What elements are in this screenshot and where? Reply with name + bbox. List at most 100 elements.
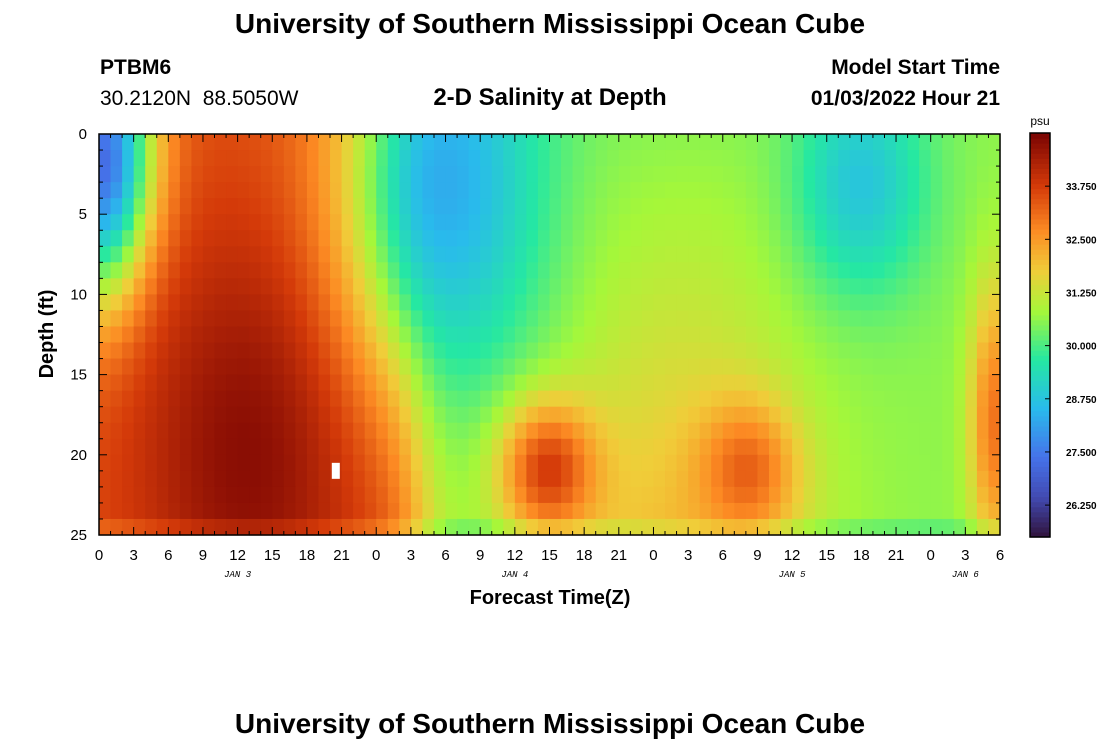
heatmap-cell [584, 214, 597, 231]
heatmap-cell [676, 342, 689, 360]
heatmap-cell [318, 278, 331, 295]
heatmap-cell [364, 374, 377, 392]
heatmap-cell [283, 230, 296, 247]
heatmap-cell [630, 166, 643, 183]
heatmap-cell [549, 358, 562, 376]
heatmap-cell [584, 470, 597, 488]
heatmap-cell [526, 390, 539, 408]
heatmap-cell [99, 326, 112, 344]
heatmap-cell [202, 454, 216, 472]
heatmap-cell [907, 198, 920, 215]
heatmap-cell [526, 422, 539, 440]
heatmap-cell [399, 438, 412, 456]
heatmap-cell [688, 294, 701, 312]
heatmap-cell [526, 134, 539, 151]
heatmap-cell [907, 390, 920, 408]
heatmap-cell [884, 390, 897, 408]
heatmap-cell [607, 406, 620, 424]
heatmap-cell [433, 358, 447, 376]
heatmap-cell [237, 358, 250, 376]
heatmap-cell [237, 486, 250, 504]
heatmap-cell [722, 150, 735, 167]
heatmap-cell [861, 310, 874, 328]
heatmap-cell [491, 198, 504, 215]
heatmap-cell [387, 518, 400, 536]
heatmap-cell [110, 454, 123, 472]
heatmap-cell [722, 422, 735, 440]
heatmap-cell [260, 518, 273, 536]
heatmap-cell [318, 246, 331, 263]
heatmap-cell [815, 230, 828, 247]
heatmap-cell [306, 342, 320, 360]
heatmap-cell [202, 326, 216, 344]
heatmap-cell [584, 198, 597, 215]
colorbar-segment [1030, 314, 1050, 321]
heatmap-cell [295, 390, 308, 408]
heatmap-cell [630, 134, 643, 151]
heatmap-cell [480, 326, 493, 344]
heatmap-cell [919, 454, 932, 472]
heatmap-cell [306, 310, 320, 328]
heatmap-cell [676, 502, 689, 520]
heatmap-cell [295, 342, 308, 360]
x-axis-label: Forecast Time(Z) [470, 587, 631, 609]
heatmap-cell [433, 198, 447, 215]
heatmap-cell [526, 182, 539, 199]
heatmap-cell [711, 406, 724, 424]
heatmap-cell [191, 470, 204, 488]
heatmap-cell [930, 198, 943, 215]
heatmap-cell [699, 150, 712, 167]
heatmap-cell [953, 518, 966, 536]
heatmap-cell [330, 246, 343, 263]
heatmap-cell [249, 406, 262, 424]
heatmap-cell [815, 438, 828, 456]
heatmap-cell [630, 358, 643, 376]
colorbar-segment [1030, 208, 1050, 215]
heatmap-cell [942, 230, 955, 247]
heatmap-cell [665, 486, 678, 504]
heatmap-cell [745, 214, 759, 231]
heatmap-cell [976, 454, 990, 472]
heatmap-cell [896, 390, 909, 408]
heatmap-cell [930, 310, 943, 328]
heatmap-cell [145, 262, 158, 279]
heatmap-cell [826, 246, 839, 263]
heatmap-cell [792, 342, 805, 360]
heatmap-cell [953, 150, 966, 167]
heatmap-cell [838, 310, 851, 328]
heatmap-cell [884, 214, 897, 231]
colorbar-segment [1030, 304, 1050, 311]
heatmap-cell [665, 422, 678, 440]
heatmap-cell [896, 502, 909, 520]
heatmap-cell [815, 310, 828, 328]
heatmap-cell [838, 454, 851, 472]
heatmap-cell [387, 166, 400, 183]
heatmap-cell [653, 406, 666, 424]
heatmap-cell [341, 518, 354, 536]
heatmap-cell [965, 358, 978, 376]
heatmap-cell [445, 438, 458, 456]
heatmap-cell [768, 166, 782, 183]
heatmap-cell [514, 374, 527, 392]
heatmap-cell [503, 230, 516, 247]
heatmap-cell [399, 230, 412, 247]
heatmap-cell [480, 406, 493, 424]
heatmap-cell [953, 406, 966, 424]
heatmap-cell [260, 502, 273, 520]
colorbar-segment [1030, 446, 1050, 452]
heatmap-cell [457, 374, 470, 392]
heatmap-cell [272, 454, 285, 472]
heatmap-cell [422, 502, 435, 520]
x-tick-label: 9 [753, 547, 761, 564]
heatmap-cell [942, 150, 955, 167]
heatmap-cell [572, 342, 585, 360]
heatmap-cell [699, 358, 712, 376]
heatmap-cell [953, 486, 966, 504]
heatmap-cell [422, 150, 435, 167]
heatmap-cell [711, 326, 724, 344]
footer-title: University of Southern Mississippi Ocean… [234, 708, 866, 739]
heatmap-cell [110, 406, 123, 424]
heatmap-cell [214, 134, 227, 151]
heatmap-cell [318, 358, 331, 376]
heatmap-cell [445, 294, 458, 312]
